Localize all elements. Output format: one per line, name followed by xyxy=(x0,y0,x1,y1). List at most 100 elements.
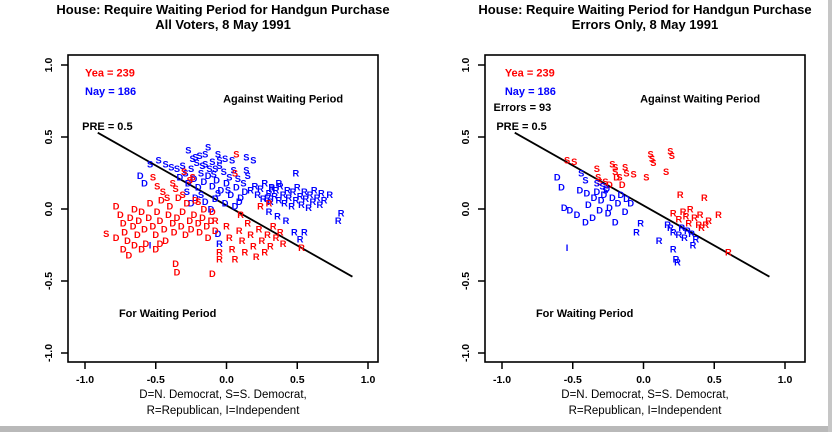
data-point-R-nay: R xyxy=(326,190,333,200)
data-point-R-yea: R xyxy=(250,242,257,252)
data-point-D-nay: D xyxy=(561,203,568,213)
data-point-R-nay: R xyxy=(670,245,677,255)
data-point-D-yea: D xyxy=(131,204,138,214)
data-point-D-nay: D xyxy=(176,173,183,183)
data-point-R-nay: R xyxy=(257,184,264,194)
data-point-S-yea: S xyxy=(649,154,655,164)
cutting-line xyxy=(97,131,353,278)
data-point-D-nay: D xyxy=(593,187,600,197)
data-point-S-nay: S xyxy=(582,176,588,186)
window-edge-right xyxy=(828,0,832,432)
data-point-R-nay: R xyxy=(283,216,290,226)
data-point-S-nay: S xyxy=(226,173,232,183)
data-point-R-yea: R xyxy=(247,230,254,240)
data-point-S-nay: S xyxy=(194,158,200,168)
data-point-S-yea: S xyxy=(160,187,166,197)
data-point-D-yea: D xyxy=(174,213,181,223)
y-tick-label: 0.0 xyxy=(43,202,55,217)
data-point-S-nay: S xyxy=(205,142,211,152)
data-point-R-nay: R xyxy=(335,216,342,226)
data-point-R-yea: R xyxy=(698,223,705,233)
data-point-D-yea: D xyxy=(138,245,145,255)
data-point-D-yea: D xyxy=(199,213,206,223)
data-point-R-nay: R xyxy=(292,196,299,206)
data-point-S-nay: S xyxy=(211,170,217,180)
data-point-R-nay: R xyxy=(275,196,282,206)
data-point-R-nay: R xyxy=(676,230,683,240)
data-point-D-nay: D xyxy=(596,206,603,216)
x-tick-label: 1.0 xyxy=(778,374,793,386)
data-point-R-nay: R xyxy=(656,236,663,246)
data-point-R-yea: R xyxy=(691,213,698,223)
data-point-R-nay: R xyxy=(266,188,273,198)
data-point-D-nay: D xyxy=(195,183,202,193)
data-point-R-nay: R xyxy=(216,239,223,249)
data-point-S-nay: S xyxy=(215,188,221,198)
data-point-D-nay: D xyxy=(627,199,634,209)
region-label: Against Waiting Period xyxy=(223,93,343,105)
data-point-D-yea: D xyxy=(613,173,620,183)
data-point-R-nay: R xyxy=(670,227,677,237)
data-point-R-nay: R xyxy=(301,227,308,237)
data-point-R-yea: R xyxy=(232,255,239,265)
y-tick-label: -0.5 xyxy=(460,272,472,290)
data-point-R-yea: R xyxy=(229,245,236,255)
data-point-S-yea: S xyxy=(597,177,603,187)
data-point-S-nay: S xyxy=(222,154,228,164)
data-point-D-yea: D xyxy=(121,227,128,237)
data-point-S-nay: S xyxy=(192,152,198,162)
x-tick-label: -0.5 xyxy=(147,374,165,386)
region-label: Against Waiting Period xyxy=(640,93,760,105)
data-point-R-nay: R xyxy=(284,186,291,196)
data-point-R-nay: R xyxy=(268,183,275,193)
data-point-D-nay: D xyxy=(137,171,144,181)
data-point-D-yea: D xyxy=(161,224,168,234)
data-point-S-nay: S xyxy=(235,174,241,184)
data-point-R-nay: R xyxy=(302,194,309,204)
data-point-D-yea: D xyxy=(186,216,193,226)
data-point-R-yea: R xyxy=(697,210,704,220)
data-point-D-nay: D xyxy=(185,178,192,188)
x-tick-label: -1.0 xyxy=(76,374,94,386)
data-point-D-nay: D xyxy=(591,193,598,203)
data-point-S-yea: S xyxy=(164,193,170,203)
data-point-R-nay: R xyxy=(314,193,321,203)
data-point-S-yea: S xyxy=(650,158,656,168)
data-point-S-nay: S xyxy=(155,155,161,165)
data-point-D-yea: D xyxy=(182,230,189,240)
data-point-S-nay: S xyxy=(225,186,231,196)
data-point-D-yea: D xyxy=(141,224,148,234)
y-tick-label: 0.5 xyxy=(460,130,472,145)
data-point-R-yea: R xyxy=(267,242,274,252)
data-point-R-yea: R xyxy=(277,227,284,237)
data-point-D-yea: D xyxy=(178,222,185,232)
data-point-R-nay: R xyxy=(692,235,699,245)
region-label: For Waiting Period xyxy=(536,308,633,320)
legend-nay: Nay = 186 xyxy=(505,86,556,98)
right-plot-title: House: Require Waiting Period for Handgu… xyxy=(429,2,832,32)
data-point-D-nay: D xyxy=(208,204,215,214)
data-point-D-nay: D xyxy=(582,217,589,227)
data-point-S-nay: S xyxy=(198,168,204,178)
data-point-D-yea: D xyxy=(157,216,164,226)
data-point-D-nay: D xyxy=(622,207,629,217)
data-point-R-nay: R xyxy=(301,187,308,197)
data-point-R-yea: R xyxy=(680,207,687,217)
data-point-S-yea: S xyxy=(103,229,109,239)
data-point-R-yea: R xyxy=(670,209,677,219)
data-point-R-nay: R xyxy=(674,258,681,268)
data-point-S-yea: S xyxy=(663,167,669,177)
data-point-D-yea: D xyxy=(142,239,149,249)
data-point-D-nay: D xyxy=(233,183,240,193)
data-point-D-yea: D xyxy=(619,180,626,190)
data-point-R-yea: R xyxy=(216,248,223,258)
data-point-D-yea: D xyxy=(175,193,182,203)
data-point-R-yea: R xyxy=(244,219,251,229)
data-point-D-yea: D xyxy=(138,207,145,217)
data-point-D-yea: D xyxy=(209,207,216,217)
data-point-S-nay: S xyxy=(221,167,227,177)
data-point-S-yea: S xyxy=(150,173,156,183)
legend-pre: PRE = 0.5 xyxy=(82,121,132,133)
data-point-S-yea: S xyxy=(647,150,653,160)
